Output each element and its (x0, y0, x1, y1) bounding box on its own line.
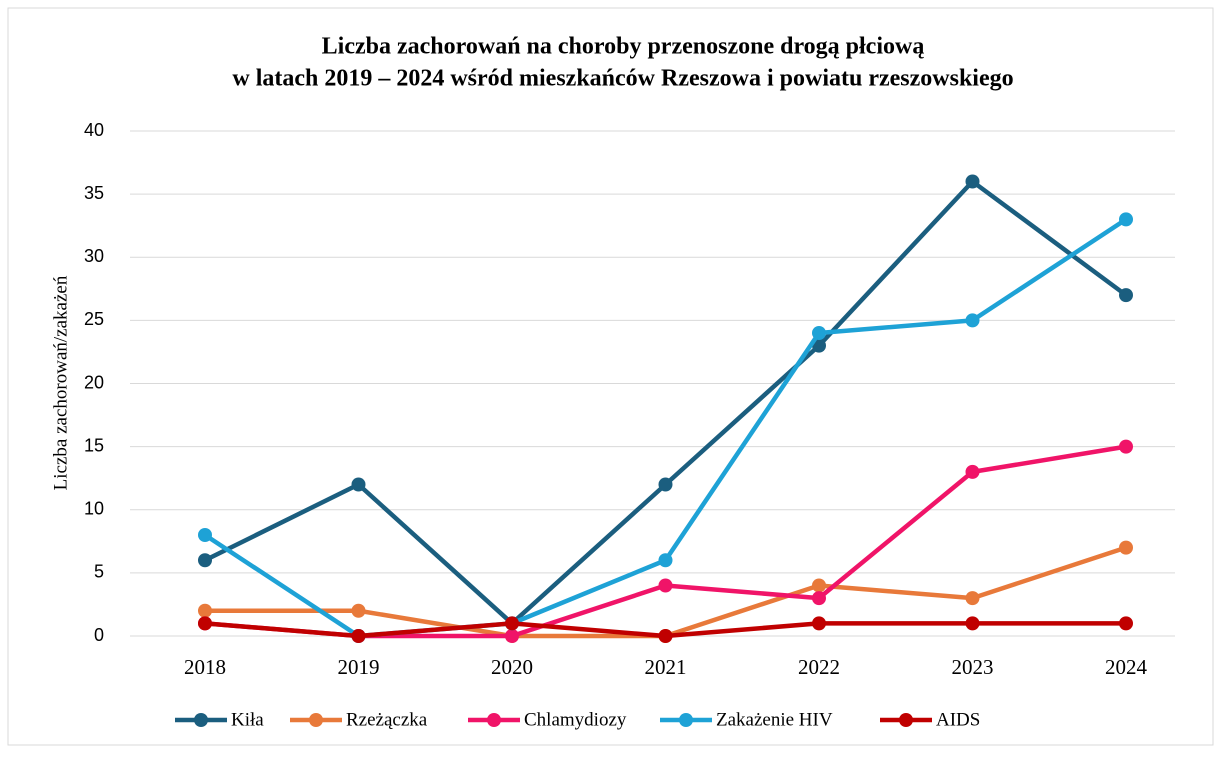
y-tick-label: 40 (84, 120, 104, 140)
data-point (505, 616, 519, 631)
chart-title: Liczba zachorowań na choroby przenoszone… (322, 34, 925, 60)
y-tick-label: 0 (94, 625, 104, 645)
data-point (812, 578, 826, 593)
y-tick-label: 20 (84, 372, 104, 392)
data-point (1119, 616, 1133, 631)
x-tick-label: 2022 (798, 655, 840, 679)
legend-marker (679, 713, 693, 727)
data-point (351, 477, 366, 492)
y-tick-label: 15 (84, 435, 104, 455)
legend-label: Chlamydiozy (524, 709, 627, 730)
data-point (1119, 212, 1133, 227)
data-point (198, 603, 212, 618)
data-point (658, 553, 673, 568)
y-tick-label: 30 (84, 246, 104, 266)
data-point (965, 313, 980, 328)
data-point (658, 629, 673, 643)
legend-marker (194, 713, 208, 727)
data-point (965, 174, 980, 189)
data-point (812, 591, 826, 606)
data-point (965, 591, 980, 606)
data-point (351, 629, 366, 643)
y-tick-label: 25 (84, 309, 104, 329)
data-point (658, 578, 673, 593)
data-point (505, 629, 519, 643)
y-tick-label: 10 (84, 499, 104, 519)
data-point (1119, 540, 1133, 555)
data-point (812, 326, 826, 340)
legend-label: Rzeżączka (346, 709, 428, 730)
x-tick-label: 2018 (184, 655, 226, 679)
legend-label: Kiła (231, 709, 264, 730)
legend-marker (309, 713, 323, 727)
data-point (812, 616, 826, 631)
legend-label: AIDS (936, 709, 980, 730)
y-axis-label: Liczba zachorowań/zakażeń (50, 275, 71, 490)
data-point (658, 477, 673, 492)
legend-marker (899, 713, 913, 727)
x-tick-label: 2019 (338, 655, 380, 679)
y-tick-label: 5 (94, 562, 104, 582)
legend-label: Zakażenie HIV (716, 709, 833, 730)
data-point (965, 616, 980, 631)
data-point (1119, 288, 1133, 303)
legend-marker (487, 713, 501, 727)
x-tick-label: 2020 (491, 655, 533, 679)
y-tick-label: 35 (84, 183, 104, 203)
data-point (198, 616, 212, 631)
x-tick-label: 2024 (1105, 655, 1148, 679)
data-point (198, 553, 212, 568)
data-point (198, 528, 212, 542)
chart-title: w latach 2019 – 2024 wśród mieszkańców R… (232, 66, 1013, 92)
x-tick-label: 2021 (645, 655, 687, 679)
x-tick-label: 2023 (952, 655, 994, 679)
data-point (965, 464, 980, 479)
data-point (351, 603, 366, 618)
data-point (1119, 439, 1133, 454)
